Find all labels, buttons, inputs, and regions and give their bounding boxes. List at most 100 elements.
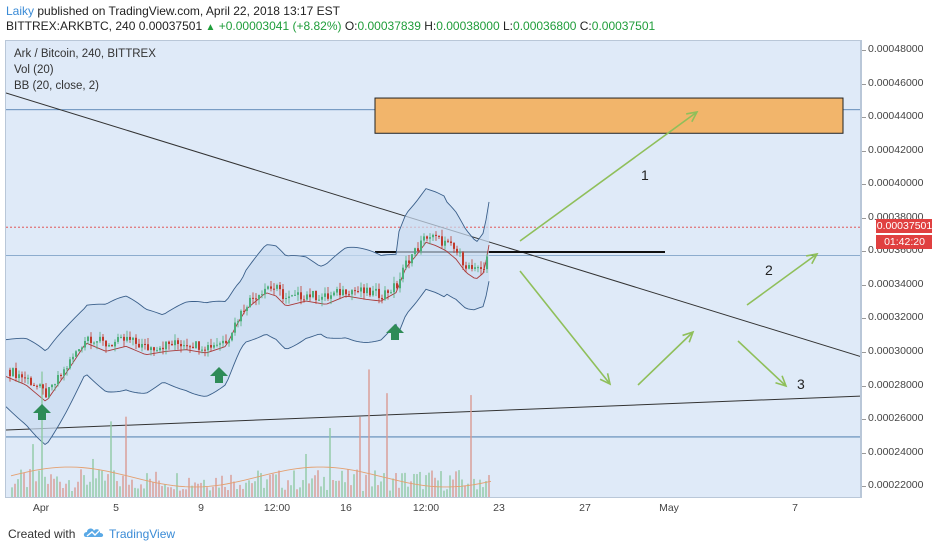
candle-body bbox=[441, 236, 443, 246]
volume-bar bbox=[473, 478, 475, 497]
y-tick-label: 0.00046000 bbox=[868, 76, 924, 89]
candle-body bbox=[420, 240, 422, 252]
volume-bar bbox=[113, 470, 115, 497]
volume-bar bbox=[302, 480, 304, 497]
volume-bar bbox=[455, 471, 457, 497]
volume-bar bbox=[338, 480, 340, 497]
volume-bar bbox=[311, 478, 313, 497]
volume-bar bbox=[410, 481, 412, 497]
volume-bar bbox=[209, 490, 211, 497]
volume-bar bbox=[221, 475, 223, 497]
candle-body bbox=[486, 256, 488, 270]
candle-body bbox=[117, 337, 119, 342]
candle-body bbox=[258, 294, 260, 300]
y-tick-label: 0.00026000 bbox=[868, 412, 924, 425]
close-value: 0.00037501 bbox=[591, 19, 656, 33]
candle-body bbox=[390, 292, 392, 294]
legend-bollinger[interactable]: BB (20, close, 2) bbox=[14, 80, 100, 92]
volume-bar bbox=[461, 479, 463, 497]
candle-body bbox=[339, 289, 341, 296]
candle-body bbox=[222, 340, 224, 344]
candle-body bbox=[438, 235, 440, 237]
footer: Created with TradingView bbox=[0, 518, 932, 550]
volume-bar bbox=[107, 474, 109, 497]
volume-bar bbox=[143, 488, 145, 497]
tradingview-brand[interactable]: TradingView bbox=[109, 527, 176, 541]
volume-bar bbox=[287, 480, 289, 497]
volume-bar bbox=[341, 470, 343, 497]
volume-bar bbox=[335, 480, 337, 497]
volume-bar bbox=[161, 486, 163, 497]
candle-body bbox=[459, 252, 461, 254]
volume-bar bbox=[125, 416, 127, 497]
price-chart[interactable] bbox=[6, 41, 861, 498]
candle-body bbox=[417, 248, 419, 252]
volume-bar bbox=[65, 483, 67, 497]
volume-bar bbox=[227, 490, 229, 497]
projection-arrowhead bbox=[775, 375, 788, 388]
volume-bar bbox=[230, 474, 232, 497]
volume-bar bbox=[269, 474, 271, 497]
volume-bar bbox=[200, 482, 202, 497]
candle-body bbox=[135, 337, 137, 344]
chart-area[interactable]: Ark / Bitcoin, 240, BITTREX Vol (20) BB … bbox=[5, 40, 861, 498]
volume-bar bbox=[419, 471, 421, 497]
y-tick-label: 0.00042000 bbox=[868, 143, 924, 156]
volume-bar bbox=[479, 479, 481, 497]
volume-bar bbox=[464, 485, 466, 497]
volume-bar bbox=[62, 488, 64, 497]
volume-bar bbox=[236, 489, 238, 497]
candle-body bbox=[51, 384, 53, 388]
candle-body bbox=[42, 384, 44, 389]
candle-body bbox=[144, 343, 146, 345]
legend-title: Ark / Bitcoin, 240, BITTREX bbox=[14, 48, 156, 60]
candle-body bbox=[159, 347, 161, 351]
volume-bar bbox=[449, 475, 451, 497]
legend-volume[interactable]: Vol (20) bbox=[14, 64, 54, 76]
x-tick-label: 12:00 bbox=[263, 502, 291, 514]
volume-bar bbox=[29, 469, 31, 497]
volume-bar bbox=[467, 483, 469, 497]
volume-bar bbox=[377, 485, 379, 497]
volume-bar bbox=[398, 487, 400, 497]
volume-bar bbox=[74, 487, 76, 497]
volume-bar bbox=[362, 490, 364, 497]
volume-bar bbox=[323, 476, 325, 497]
candle-body bbox=[465, 265, 467, 269]
tradingview-cloud-icon bbox=[82, 525, 106, 546]
candle-body bbox=[303, 299, 305, 301]
volume-bar bbox=[224, 486, 226, 497]
volume-bar bbox=[203, 479, 205, 497]
up-arrow-marker-icon bbox=[210, 367, 228, 383]
candle-body bbox=[174, 340, 176, 346]
candle-body bbox=[267, 286, 269, 289]
candle-body bbox=[225, 340, 227, 344]
price-axis[interactable]: 0.00048000 0.00046000 0.00044000 0.00042000… bbox=[861, 40, 932, 498]
candle-body bbox=[198, 341, 200, 350]
volume-bar bbox=[242, 488, 244, 497]
volume-bar bbox=[26, 487, 28, 497]
time-axis[interactable]: Apr 5 9 12:00 16 12:00 23 27 May 7 bbox=[5, 498, 861, 518]
volume-bar bbox=[56, 476, 58, 497]
volume-bar bbox=[431, 470, 433, 497]
author-link[interactable]: Laiky bbox=[6, 4, 35, 18]
candle-body bbox=[321, 296, 323, 300]
candle-body bbox=[432, 234, 434, 238]
volume-bar bbox=[41, 371, 43, 497]
candle-body bbox=[279, 284, 281, 290]
volume-bar bbox=[38, 470, 40, 497]
candle-body bbox=[411, 254, 413, 264]
candle-body bbox=[12, 368, 14, 377]
candle-body bbox=[228, 340, 230, 344]
candle-body bbox=[261, 294, 263, 296]
candle-body bbox=[72, 356, 74, 360]
volume-bar bbox=[233, 481, 235, 497]
volume-bar bbox=[257, 470, 259, 497]
candle-body bbox=[39, 384, 41, 387]
candle-body bbox=[60, 375, 62, 377]
volume-bar bbox=[167, 487, 169, 497]
x-tick-label: 16 bbox=[340, 502, 352, 514]
candle-body bbox=[57, 375, 59, 385]
candle-body bbox=[234, 322, 236, 333]
volume-bar bbox=[92, 458, 94, 497]
